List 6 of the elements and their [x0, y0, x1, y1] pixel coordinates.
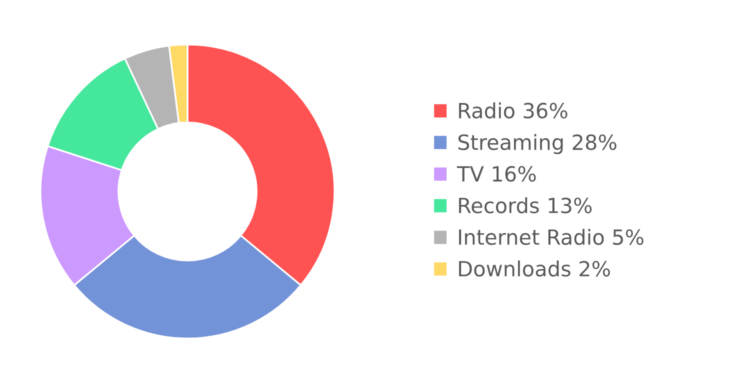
legend-label: Downloads 2% — [459, 260, 610, 277]
legend-label: Records 13% — [459, 197, 592, 214]
legend-label: TV 16% — [456, 166, 536, 182]
legend-label: Streaming 28% — [458, 134, 616, 154]
legend-label: Internet Radio 5% — [459, 228, 644, 245]
legend-label: Radio 36% — [459, 102, 568, 118]
